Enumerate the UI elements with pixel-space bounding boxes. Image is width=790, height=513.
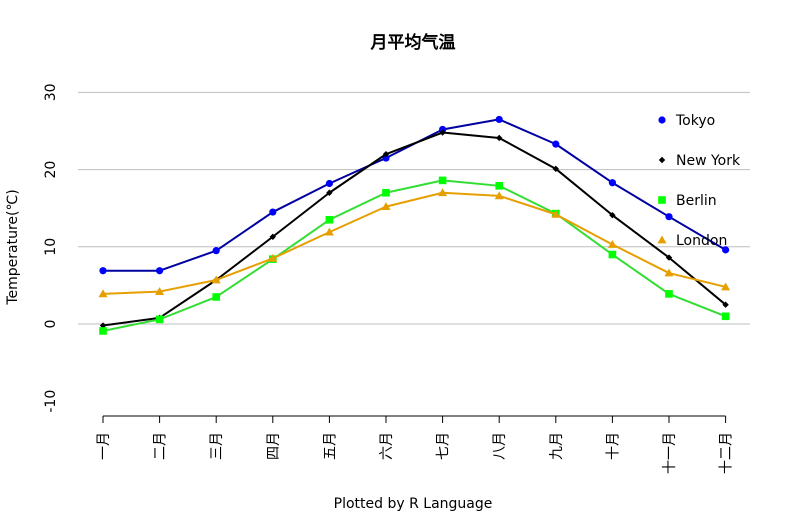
data-point-london: [551, 209, 561, 218]
data-point-tokyo: [325, 179, 333, 188]
data-point-london: [494, 191, 504, 200]
legend-marker-london: [657, 235, 667, 244]
data-point-berlin: [382, 188, 390, 197]
data-point-london: [211, 275, 221, 284]
data-point-tokyo: [608, 179, 617, 187]
data-point-tokyo: [722, 246, 730, 254]
data-point-new-york: [552, 165, 559, 173]
y-tick-label: 0: [43, 320, 59, 329]
y-tick-label: 10: [43, 238, 59, 256]
series-line-berlin: [102, 179, 726, 332]
data-point-new-york: [496, 134, 503, 142]
series-tokyo: [99, 115, 730, 275]
x-axis: 一月 二月 三月 四月 五月 六月 七月 八月 九月 十月 十一月 十二月: [96, 415, 735, 474]
data-point-berlin: [212, 293, 220, 301]
series-new-york: [99, 129, 729, 329]
series-line-new-york: [102, 131, 727, 327]
data-point-new-york: [665, 254, 673, 261]
legend-label: Berlin: [676, 193, 717, 209]
data-point-london: [155, 287, 165, 295]
data-point-tokyo: [552, 140, 560, 148]
data-point-tokyo: [212, 247, 220, 255]
data-point-new-york: [326, 189, 333, 196]
x-tick-label: 十二月: [719, 432, 735, 474]
x-tick-label: 十月: [605, 432, 621, 460]
x-tick-label: 二月: [153, 432, 169, 460]
data-point-berlin: [155, 315, 164, 324]
data-point-new-york: [269, 233, 276, 240]
y-tick-label: 20: [43, 161, 59, 179]
data-point-new-york: [99, 322, 107, 329]
data-point-london: [721, 282, 731, 291]
gridlines: [78, 91, 750, 325]
series-london: [98, 188, 731, 298]
data-point-london: [98, 289, 108, 298]
series-line-london: [102, 191, 726, 295]
x-tick-label: 一月: [96, 432, 112, 460]
x-tick-label: 四月: [266, 432, 282, 460]
data-point-london: [664, 268, 674, 277]
y-axis-label: Temperature(℃): [5, 189, 21, 305]
legend-label: New York: [676, 153, 741, 169]
data-point-new-york: [439, 129, 446, 136]
legend-item-berlin: Berlin: [658, 193, 717, 209]
data-point-berlin: [495, 182, 503, 190]
x-tick-label: 五月: [322, 432, 338, 460]
data-point-berlin: [438, 176, 447, 185]
legend-label: Tokyo: [675, 113, 715, 129]
legend-item-london: London: [657, 233, 727, 249]
y-tick-label: -10: [43, 390, 59, 413]
x-tick-label: 八月: [492, 432, 508, 460]
legend-marker-berlin: [658, 196, 666, 204]
data-point-london: [268, 253, 278, 262]
data-point-berlin: [665, 290, 673, 298]
data-point-berlin: [721, 312, 730, 321]
legend-item-tokyo: Tokyo: [658, 113, 715, 129]
legend: Tokyo New York Berlin London: [657, 113, 741, 249]
y-tick-label: 30: [43, 83, 59, 101]
x-tick-label: 十一月: [662, 432, 678, 474]
data-point-london: [324, 227, 334, 236]
legend-marker-tokyo: [658, 116, 666, 124]
data-point-new-york: [382, 150, 390, 158]
x-tick-label: 九月: [549, 432, 565, 460]
data-point-tokyo: [665, 213, 673, 221]
data-point-london: [381, 202, 391, 211]
data-point-tokyo: [99, 267, 107, 275]
data-point-berlin: [99, 327, 107, 335]
legend-item-new-york: New York: [658, 153, 741, 169]
data-point-new-york: [722, 301, 729, 308]
chart-title: 月平均气温: [370, 32, 456, 53]
data-point-tokyo: [495, 115, 503, 124]
x-tick-label: 三月: [209, 432, 225, 460]
data-point-berlin: [325, 215, 334, 224]
data-point-berlin: [608, 250, 617, 259]
data-point-london: [438, 188, 448, 197]
plot-area: [98, 115, 731, 335]
data-point-london: [607, 239, 617, 248]
x-axis-label: Plotted by R Language: [334, 496, 493, 512]
data-point-tokyo: [269, 208, 277, 216]
data-point-new-york: [609, 211, 616, 219]
x-tick-label: 六月: [379, 432, 395, 460]
series-line-tokyo: [103, 118, 727, 272]
y-axis: -10 0 10 20 30: [43, 83, 59, 412]
legend-marker-new-york: [658, 156, 666, 164]
x-tick-label: 七月: [436, 432, 452, 460]
legend-label: London: [676, 233, 727, 249]
data-point-tokyo: [156, 267, 164, 275]
